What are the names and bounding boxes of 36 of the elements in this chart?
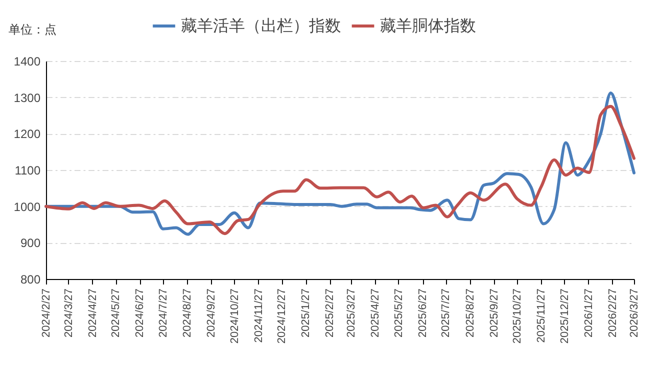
- x-tick-label: 2026/1/27: [582, 288, 595, 338]
- y-axis-title: 单位：点: [8, 22, 56, 36]
- y-tick-label: 1400: [14, 54, 41, 68]
- x-tick-label: 2025/12/27: [558, 288, 571, 344]
- y-tick-label: 1300: [14, 90, 41, 105]
- x-tick-label: 2024/8/27: [181, 288, 194, 338]
- x-tick-label: 2025/6/27: [417, 288, 430, 338]
- x-tick-label: 2025/7/27: [440, 288, 452, 338]
- x-tick-label: 2025/4/27: [370, 288, 382, 338]
- x-tick-label: 2024/2/27: [40, 288, 52, 338]
- x-tick-label: 2024/5/27: [110, 288, 122, 338]
- x-tick-label: 2026/3/27: [628, 288, 640, 338]
- x-tick-label: 2025/8/27: [464, 288, 476, 338]
- legend-label: 藏羊活羊（出栏）指数: [181, 17, 341, 35]
- x-tick-label: 2024/11/27: [252, 288, 265, 343]
- x-tick-label: 2025/5/27: [392, 288, 405, 338]
- y-tick-label: 1000: [14, 200, 41, 214]
- y-tick-label: 900: [20, 236, 41, 250]
- y-tick-label: 1200: [14, 127, 41, 142]
- y-tick-label: 800: [20, 272, 41, 286]
- x-tick-label: 2024/12/27: [276, 288, 288, 344]
- x-tick-label: 2024/3/27: [62, 288, 75, 338]
- x-tick-label: 2025/10/27: [512, 288, 524, 344]
- x-tick-label: 2025/3/27: [346, 288, 358, 338]
- x-tick-label: 2024/4/27: [86, 288, 99, 338]
- x-tick-label: 2025/11/27: [536, 288, 548, 343]
- x-tick-label: 2025/9/27: [488, 288, 500, 338]
- x-tick-label: 2025/1/27: [300, 288, 312, 338]
- x-tick-label: 2024/7/27: [157, 288, 170, 338]
- x-tick-label: 2024/6/27: [134, 288, 146, 338]
- y-tick-label: 1100: [14, 164, 41, 178]
- x-tick-label: 2024/10/27: [228, 288, 241, 344]
- x-tick-label: 2024/9/27: [206, 288, 218, 338]
- x-tick-label: 2026/2/27: [606, 288, 619, 338]
- legend-label: 藏羊胴体指数: [380, 17, 476, 35]
- x-tick-label: 2025/2/27: [324, 288, 336, 338]
